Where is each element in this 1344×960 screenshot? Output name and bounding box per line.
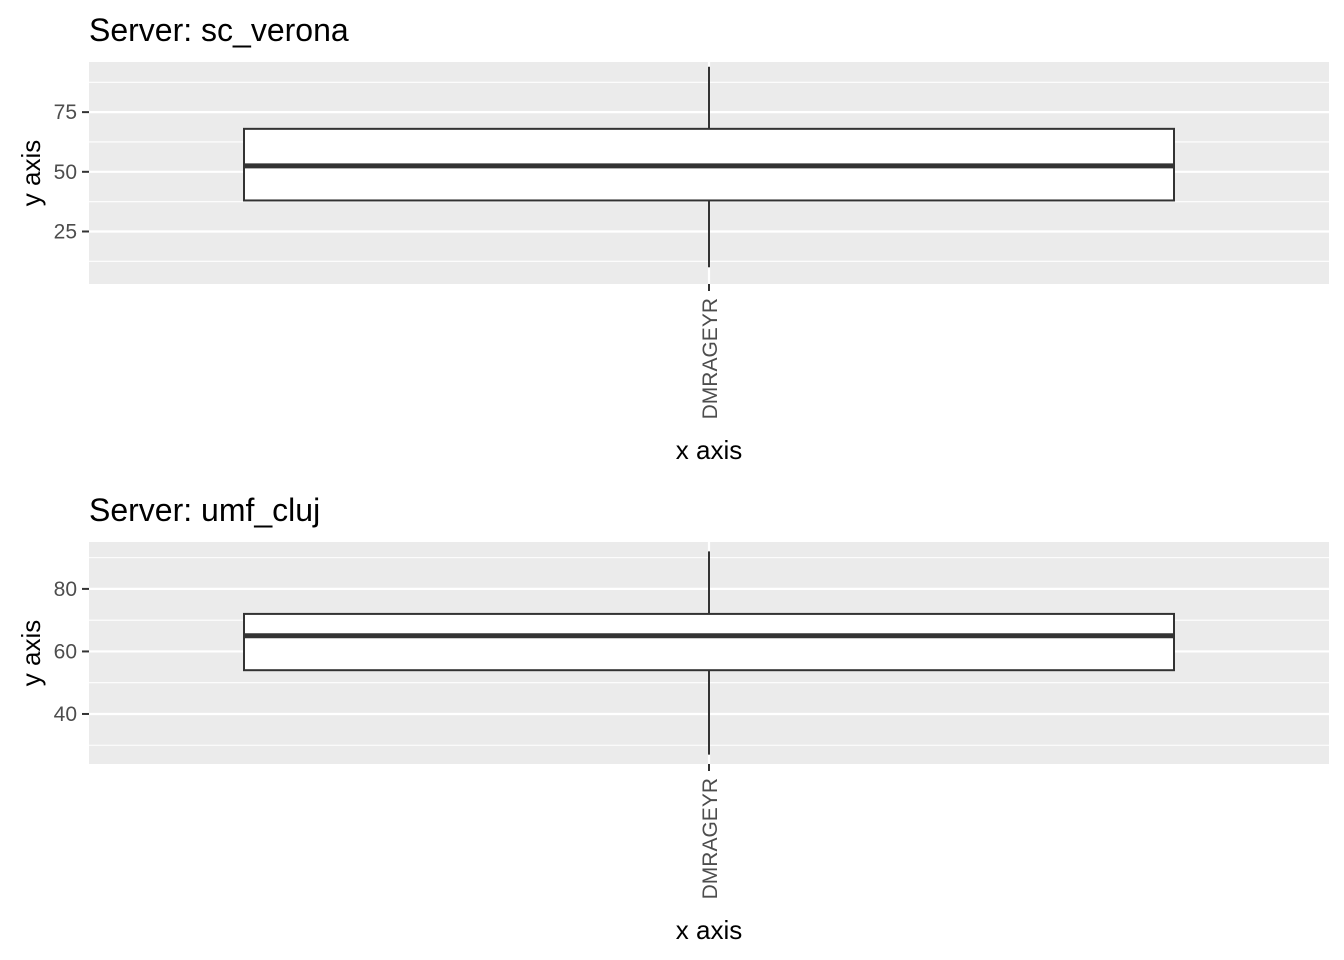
y-tick-label: 25 — [54, 220, 77, 243]
x-tick-label: DMRAGEYR — [699, 298, 722, 419]
y-axis-ticks: 25 50 75 — [54, 101, 89, 243]
y-tick-label: 75 — [54, 101, 77, 124]
x-tick-label: DMRAGEYR — [699, 778, 722, 899]
x-axis-title: x axis — [676, 915, 742, 945]
panel-title: Server: umf_cluj — [89, 492, 320, 528]
box-iqr — [243, 612, 1175, 672]
x-axis-ticks: DMRAGEYR — [699, 284, 722, 419]
x-axis-title: x axis — [676, 435, 742, 465]
panel-sc-verona: Server: sc_verona 25 50 75 DMRAGEYR x axis… — [16, 12, 1329, 465]
y-tick-label: 40 — [54, 703, 77, 726]
box-layer — [243, 551, 1175, 755]
y-tick-label: 80 — [54, 578, 77, 601]
y-tick-label: 50 — [54, 161, 77, 184]
y-axis-title: y axis — [16, 620, 46, 686]
y-axis-title: y axis — [16, 140, 46, 206]
box-layer — [243, 66, 1175, 268]
x-axis-ticks: DMRAGEYR — [699, 764, 722, 899]
y-axis-ticks: 40 60 80 — [54, 578, 89, 726]
panel-title: Server: sc_verona — [89, 12, 349, 48]
y-tick-label: 60 — [54, 640, 77, 663]
